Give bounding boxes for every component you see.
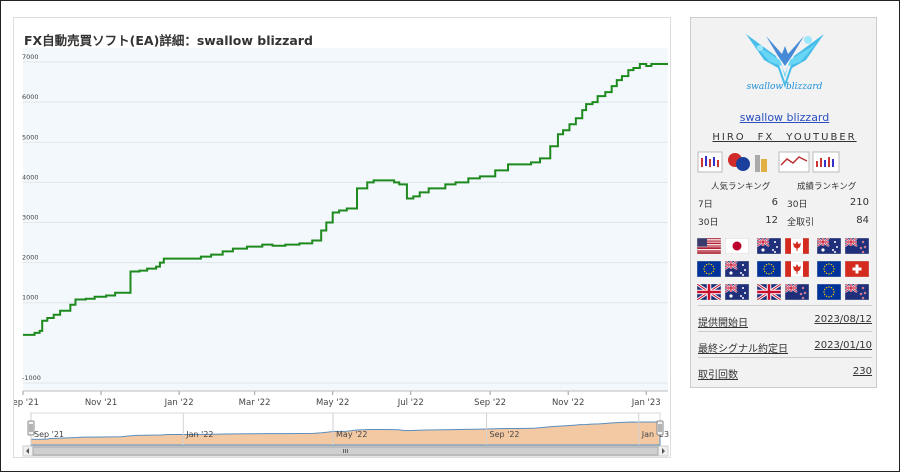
australia-flag-icon: [724, 283, 750, 301]
bar-chart-icon: [812, 151, 840, 173]
chart-panel: -1000 1000 2000 3000 4000 5000 6000 7000 Sep '2…: [13, 17, 671, 458]
swallow-logo-icon: [746, 34, 824, 88]
x-tick-label: Jul '22: [397, 398, 424, 408]
ea-name-link[interactable]: swallow blizzard: [739, 111, 830, 124]
ea-info-panel: swallow blizzard swallow blizzard HIRO F…: [690, 17, 877, 388]
popularity-rank-7d: 7日 6: [698, 197, 778, 210]
x-tick-label: Jan '23: [631, 398, 661, 408]
uk-flag-icon: [756, 282, 782, 302]
switzerland-flag-icon: [844, 260, 870, 278]
navigator-right-handle[interactable]: [656, 420, 664, 436]
equity-series-line: [23, 63, 668, 336]
y-tick-label: 1000: [22, 294, 39, 302]
scroll-right-arrow-icon[interactable]: [662, 448, 665, 454]
uk-flag-icon: [696, 282, 722, 302]
info-trade-count: 取引回数 230: [698, 357, 872, 383]
info-last-signal-date: 最終シグナル約定日 2023/01/10: [698, 331, 872, 357]
y-tick-label: 4000: [22, 173, 39, 181]
japan-flag-icon: [724, 237, 750, 255]
navigator-label: May '22: [336, 430, 367, 439]
info-start-date: 提供開始日 2023/08/12: [698, 305, 872, 331]
performance-rank-30d: 30日 210: [787, 197, 869, 210]
usa-flag-icon: [696, 237, 722, 255]
x-tick-label: Sep '21: [14, 398, 39, 408]
x-tick-label: Nov '22: [552, 398, 584, 408]
y-tick-label: 7000: [22, 53, 39, 61]
x-tick-label: May '22: [316, 398, 349, 408]
popularity-ranking-header: 人気ランキング: [711, 182, 771, 192]
grid: [23, 61, 668, 384]
australia-flag-icon: [756, 237, 782, 255]
y-tick-label: 2000: [22, 254, 39, 262]
y-tick-label: -1000: [22, 374, 41, 382]
y-tick-label: 6000: [22, 93, 39, 101]
candlestick-chart-icon: [697, 151, 723, 173]
eu-flag-icon: [756, 260, 782, 278]
x-tick-label: Nov '21: [85, 398, 117, 408]
canada-flag-icon: [784, 237, 810, 255]
navigator-label: Sep '21: [34, 430, 64, 439]
new-zealand-flag-icon: [844, 283, 870, 301]
equity-chart[interactable]: -1000 1000 2000 3000 4000 5000 6000 7000 Sep '2…: [14, 18, 672, 459]
new-zealand-flag-icon: [844, 237, 870, 255]
x-tick-label: Jan '22: [164, 398, 194, 408]
author-link[interactable]: HIRO FX YOUTUBER: [712, 132, 857, 143]
x-tick-label: Sep '22: [474, 398, 506, 408]
range-navigator[interactable]: Sep '21 Jan '22 May '22 Sep '22 Jan '23: [22, 412, 669, 457]
scroll-left-arrow-icon[interactable]: [26, 448, 29, 454]
eu-flag-icon: [816, 260, 842, 278]
performance-rank-all: 全取引 84: [787, 215, 869, 228]
popularity-rank-30d: 30日 12: [698, 215, 778, 228]
navigator-label: Jan '22: [185, 430, 213, 439]
y-tick-label: 5000: [22, 133, 39, 141]
eu-flag-icon: [696, 260, 722, 278]
chart-title: FX自動売買ソフト(EA)詳細：swallow blizzard: [24, 33, 313, 48]
feature-icons: [697, 151, 840, 173]
y-tick-label: 3000: [22, 214, 39, 222]
plot-background: [23, 48, 668, 391]
line-chart-icon: [778, 151, 810, 173]
australia-flag-icon: [724, 260, 750, 278]
new-zealand-flag-icon: [784, 283, 810, 301]
navigator-left-handle[interactable]: [27, 420, 35, 436]
navigator-label: Sep '22: [490, 430, 520, 439]
performance-ranking-header: 成績ランキング: [797, 182, 857, 192]
navigator-series-area: [30, 421, 661, 446]
logo-text: swallow blizzard: [746, 82, 823, 92]
y-axis-ticks: -1000 1000 2000 3000 4000 5000 6000 7000: [22, 53, 41, 382]
coins-icon: [755, 155, 767, 172]
x-tick-label: Mar '22: [239, 398, 271, 408]
navigator-label: Jan '23: [641, 430, 669, 439]
canada-flag-icon: [784, 260, 810, 278]
chat-bubbles-icon: [728, 153, 750, 171]
australia-flag-icon: [816, 237, 842, 255]
eu-flag-icon: [816, 283, 842, 301]
x-axis-ticks: Sep '21 Nov '21 Jan '22 Mar '22 May '22 Jul '…: [14, 390, 668, 408]
